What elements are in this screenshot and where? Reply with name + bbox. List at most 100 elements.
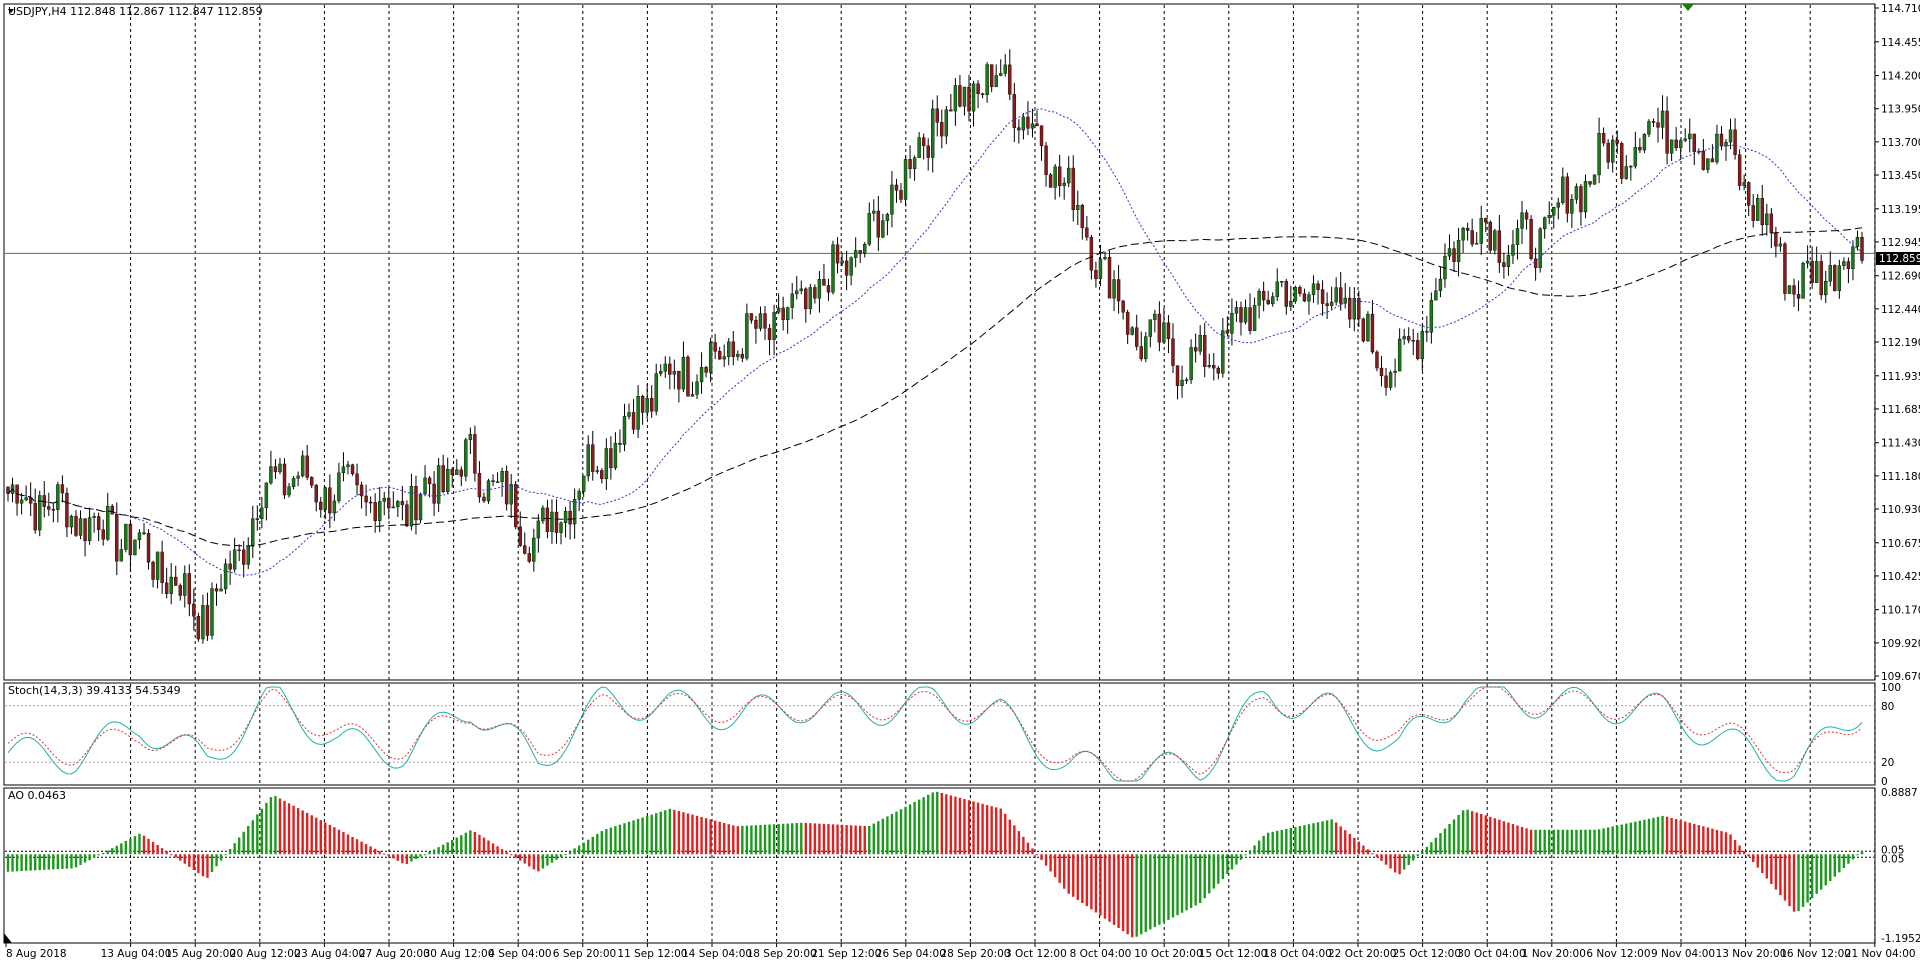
ao-bar [645,816,649,855]
ao-bar [1353,837,1356,855]
time-tick-label: 21 Nov 04:00 [1845,948,1916,960]
candle-body [1302,293,1307,302]
candle-body [409,486,414,527]
candle-body [373,502,377,521]
ao-bar [818,823,821,855]
ao-bar [1135,854,1138,937]
candle-body [355,473,359,486]
candle-body [1388,372,1393,388]
ao-bar [1548,829,1551,855]
ao-bar [83,854,87,863]
ao-bar [473,831,477,855]
candle-body [273,466,278,473]
candle-body [223,563,228,590]
ao-bar [827,824,830,855]
ao-bar [840,824,844,855]
ao-bar [491,843,495,855]
candle-body [1402,336,1406,340]
candle-body [980,93,985,95]
candle-body [699,367,704,383]
ao-bar [523,854,526,864]
stoch-tick-label: 80 [1881,701,1894,713]
time-tick-label: 21 Sep 12:00 [811,948,881,960]
candle-body [1184,379,1189,381]
candle-body [799,288,803,291]
price-tick-label: 110.170 [1881,605,1920,617]
ao-bar [1484,815,1487,855]
chart-symbol-header: USDJPY,H4 112.848 112.867 112.847 112.85… [8,5,263,18]
candle-body [1819,261,1823,296]
ao-bar [1316,822,1320,855]
candle-body [1447,248,1452,257]
ao-bar [886,816,889,855]
ao-bar [201,854,205,877]
candle-body [1425,331,1429,333]
candle-body [686,356,690,397]
ao-bar [1217,854,1220,884]
ao-bar [278,798,282,855]
ao-bar [1806,854,1809,903]
candle-body [378,501,382,521]
ao-histogram [5,791,1874,938]
candle-body [1592,174,1597,185]
candle-body [1035,123,1039,126]
candle-body [1411,340,1415,342]
ao-bar [328,824,332,855]
candle-body [1125,311,1130,335]
time-tick-label: 16 Nov 12:00 [1780,948,1851,960]
ao-bar [1334,822,1338,855]
candle-body [1783,243,1787,294]
ao-bar [519,854,522,861]
candle-body [1203,334,1207,367]
time-tick-label: 8 Oct 04:00 [1070,948,1132,960]
ao-bar [247,825,250,855]
menu-triangle-icon[interactable] [8,9,14,13]
candle-body [1325,303,1329,306]
candle-body [264,482,269,509]
ao-bar [868,825,871,855]
ao-bar [1838,854,1841,873]
ao-bar [528,854,531,867]
ao-bar [514,854,517,858]
ao-bar [791,823,794,855]
ao-bar [1198,854,1202,903]
candle-body [396,501,400,508]
ao-bar [1257,840,1261,855]
ao-bar [1434,837,1438,855]
ao-bar [849,825,853,855]
ao-bar [500,849,504,855]
ao-bar [1724,832,1728,855]
shift-marker-icon[interactable] [1682,4,1694,11]
ao-bar [732,825,735,855]
candle-body [83,518,87,542]
candle-body [858,250,862,254]
ao-bar [387,854,390,857]
candle-body [1855,237,1860,248]
time-tick-label: 13 Aug 04:00 [101,948,172,960]
candle-body [640,396,645,413]
ao-bar [1430,842,1433,855]
candle-body [1289,301,1293,307]
ao-bar [1126,854,1129,935]
ao-bar [768,824,771,855]
candle-body [645,398,649,413]
ao-bar [74,854,78,868]
candle-body [795,290,799,295]
candle-body [568,510,572,525]
candle-body [1674,139,1678,149]
ao-bar [1520,826,1524,855]
candle-body [1756,198,1760,221]
ao-bar [627,821,631,855]
ao-bar [1393,854,1397,873]
ao-bar [940,793,943,855]
ao-bar [1452,819,1456,855]
ao-bar [1702,826,1705,855]
candle-body [1175,365,1180,386]
price-tick-label: 109.920 [1881,638,1920,650]
candle-body [78,518,83,536]
candle-body [96,516,101,530]
candle-body [513,484,518,528]
ao-bar [428,851,431,855]
